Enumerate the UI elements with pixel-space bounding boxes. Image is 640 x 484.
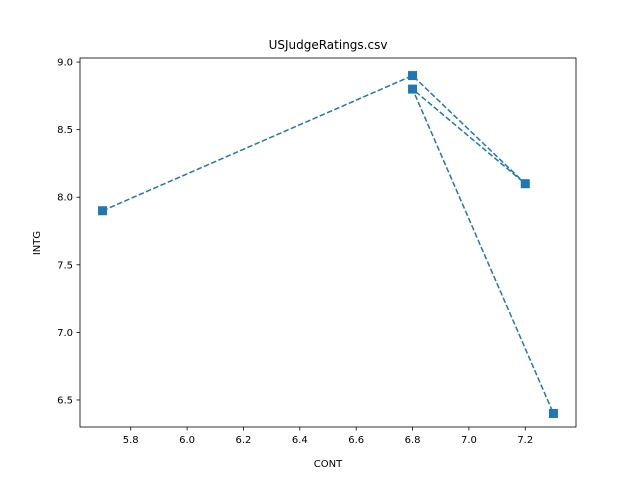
y-tick-label: 7.5	[57, 260, 73, 271]
x-tick-label: 6.4	[292, 435, 308, 446]
x-tick-label: 6.2	[236, 435, 252, 446]
data-point-marker	[548, 408, 558, 418]
x-tick-label: 7.0	[461, 435, 477, 446]
x-tick-label: 7.2	[517, 435, 533, 446]
plot-frame	[79, 57, 577, 428]
data-point-marker	[520, 179, 530, 189]
y-tick-label: 7.0	[57, 328, 73, 339]
x-tick-label: 5.8	[123, 435, 139, 446]
y-tick-label: 6.5	[57, 395, 73, 406]
y-tick-label: 8.5	[57, 125, 73, 136]
data-point-marker	[408, 71, 418, 81]
chart-title: USJudgeRatings.csv	[269, 38, 388, 52]
series-line	[102, 74, 555, 414]
y-tick-label: 8.0	[57, 193, 73, 204]
x-tick-label: 6.6	[348, 435, 364, 446]
plot-area: 5.8 6.0 6.2 6.4 6.6 6.8 7.0 7.2 6.5 7.0 7.5 8.0 8.5 9…	[57, 57, 577, 446]
x-tick-label: 6.0	[179, 435, 195, 446]
x-tick-label: 6.8	[405, 435, 421, 446]
data-point-marker	[98, 206, 108, 216]
y-tick-label: 9.0	[57, 58, 73, 69]
x-axis-label: CONT	[314, 459, 343, 470]
y-axis-label: INTG	[32, 231, 43, 255]
data-point-marker	[408, 84, 418, 94]
